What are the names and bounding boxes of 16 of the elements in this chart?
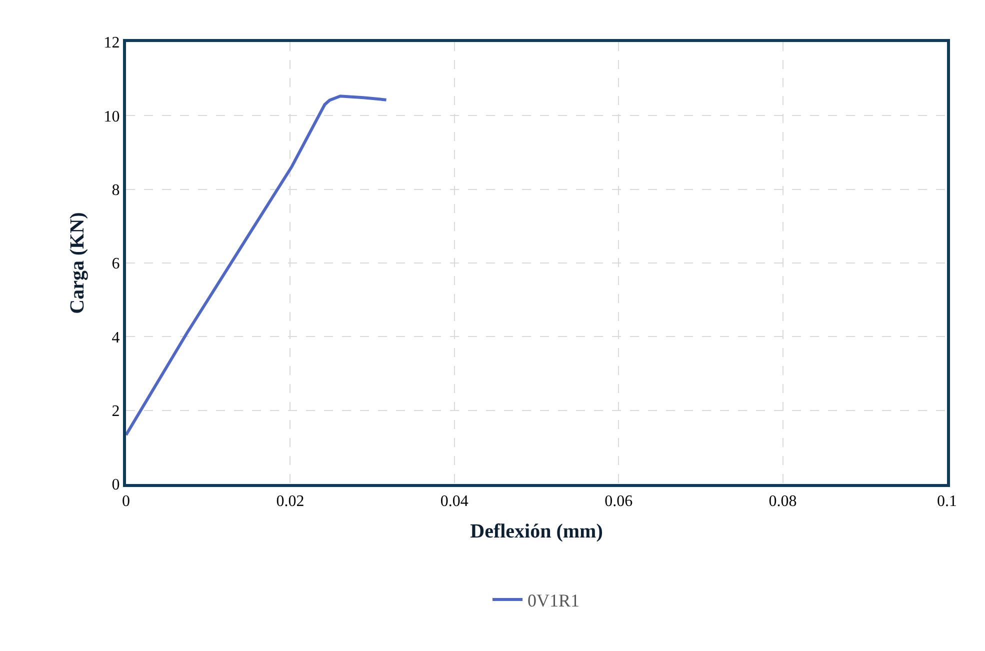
y-tick-label: 10 — [104, 108, 120, 126]
y-tick-label: 0 — [112, 476, 120, 494]
x-tick-label: 0.1 — [937, 493, 957, 510]
x-axis-title: Deflexión (mm) — [470, 520, 603, 543]
y-tick-label: 12 — [104, 34, 120, 52]
y-axis-title: Carga (KN) — [66, 212, 88, 314]
x-tick-label: 0.06 — [604, 493, 633, 510]
x-tick-label: 0.08 — [768, 493, 797, 510]
y-tick-label: 6 — [112, 256, 120, 273]
y-tick-label: 4 — [112, 329, 120, 346]
x-tick-label: 0.02 — [276, 493, 304, 510]
x-tick-label: 0.04 — [440, 493, 468, 510]
y-tick-label: 2 — [112, 402, 120, 420]
line-series — [126, 94, 388, 437]
legend-label: 0V1R1 — [528, 590, 580, 610]
y-tick-label: 8 — [112, 182, 120, 199]
